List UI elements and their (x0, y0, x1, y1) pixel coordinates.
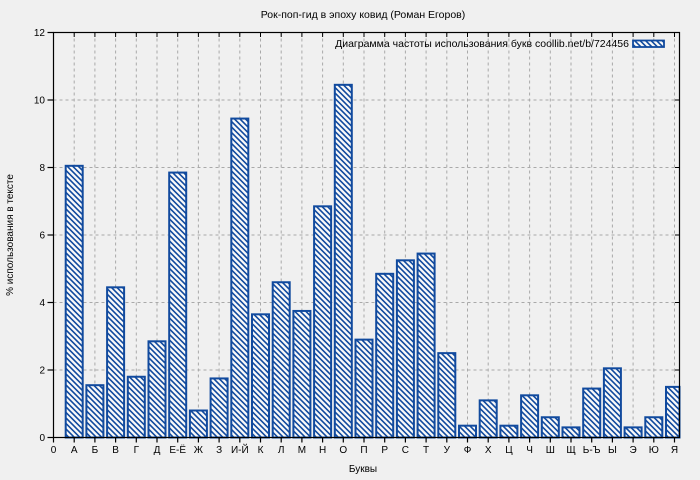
x-tick-label: Ь-Ъ (583, 445, 601, 456)
bar (106, 286, 126, 439)
x-tick-label: Ю (649, 445, 659, 456)
bar (520, 394, 540, 439)
x-tick-label: Ж (194, 445, 204, 456)
x-tick-label: И-Й (231, 443, 249, 456)
legend-swatch (632, 39, 665, 48)
bar (147, 340, 167, 439)
bar (85, 384, 105, 439)
x-origin-label: 0 (51, 445, 57, 456)
bar (209, 377, 229, 439)
x-tick-label: Ы (608, 445, 617, 456)
bar (64, 164, 84, 439)
bar (644, 416, 664, 439)
bar (188, 409, 208, 439)
bar (168, 171, 188, 439)
bar (499, 424, 519, 439)
bar (354, 338, 374, 439)
x-tick-label: Б (92, 445, 99, 456)
x-tick-label: Т (423, 445, 429, 456)
x-tick-label: Ч (526, 445, 533, 456)
bars (64, 83, 681, 439)
bar (251, 313, 270, 439)
x-tick-label: О (339, 445, 347, 456)
x-tick-label: Я (671, 445, 678, 456)
x-tick-label: П (360, 445, 367, 456)
bar (292, 309, 312, 439)
y-tick-label: 6 (39, 231, 45, 242)
bar (561, 426, 581, 439)
bar (313, 205, 333, 439)
bar (416, 252, 436, 439)
x-tick-label: Г (134, 445, 140, 456)
bar (478, 399, 498, 439)
y-axis-label: % использования в тексте (5, 174, 16, 296)
bar (602, 367, 622, 439)
x-axis-label: Буквы (349, 464, 377, 475)
bar (540, 416, 560, 439)
x-tick-label: К (258, 445, 264, 456)
x-tick-label: Щ (566, 445, 575, 456)
y-tick-label: 0 (39, 433, 45, 444)
x-tick-label: Д (154, 445, 161, 456)
bar (623, 426, 643, 439)
bar (582, 387, 602, 439)
y-tick-label: 2 (39, 366, 45, 377)
bar (375, 272, 395, 439)
x-tick-label: Н (319, 445, 326, 456)
x-tick-label: Ц (505, 445, 513, 456)
y-tick-label: 4 (39, 298, 45, 309)
x-tick-label: У (444, 445, 451, 456)
bar (271, 281, 291, 439)
axis-tick-labels: 0 2 4 6 8 10 12 0 А Б В Г Д Е-Ё Ж З И-Й К Л М Н О П Р С Т У Ф Х Ц Ч Ш Щ Ь… (34, 28, 678, 456)
x-tick-label: Л (278, 445, 285, 456)
legend: Диаграмма частоты использования букв coo… (335, 38, 665, 50)
x-tick-label: Х (485, 445, 492, 456)
x-tick-label: Ш (546, 445, 555, 456)
x-tick-label: Ф (464, 445, 472, 456)
x-tick-label: А (71, 445, 78, 456)
y-tick-label: 12 (34, 28, 46, 39)
x-tick-label: Р (381, 445, 388, 456)
x-tick-label: Е-Ё (169, 444, 186, 456)
bar (458, 424, 477, 439)
legend-label: Диаграмма частоты использования букв coo… (335, 38, 629, 50)
bar (230, 117, 250, 439)
x-tick-label: Э (630, 445, 637, 456)
y-tick-label: 10 (34, 96, 46, 107)
bar (395, 259, 415, 439)
bar (437, 352, 457, 439)
y-tick-label: 8 (39, 163, 45, 174)
bar (665, 385, 681, 439)
bar (333, 83, 353, 439)
x-tick-label: В (112, 445, 119, 456)
x-tick-label: С (402, 445, 409, 456)
bar (126, 375, 146, 439)
x-tick-label: М (298, 445, 306, 456)
x-tick-label: З (216, 445, 222, 456)
chart-title: Рок-поп-гид в эпоху ковид (Роман Егоров) (261, 9, 465, 21)
axis-ticks (47, 31, 680, 443)
